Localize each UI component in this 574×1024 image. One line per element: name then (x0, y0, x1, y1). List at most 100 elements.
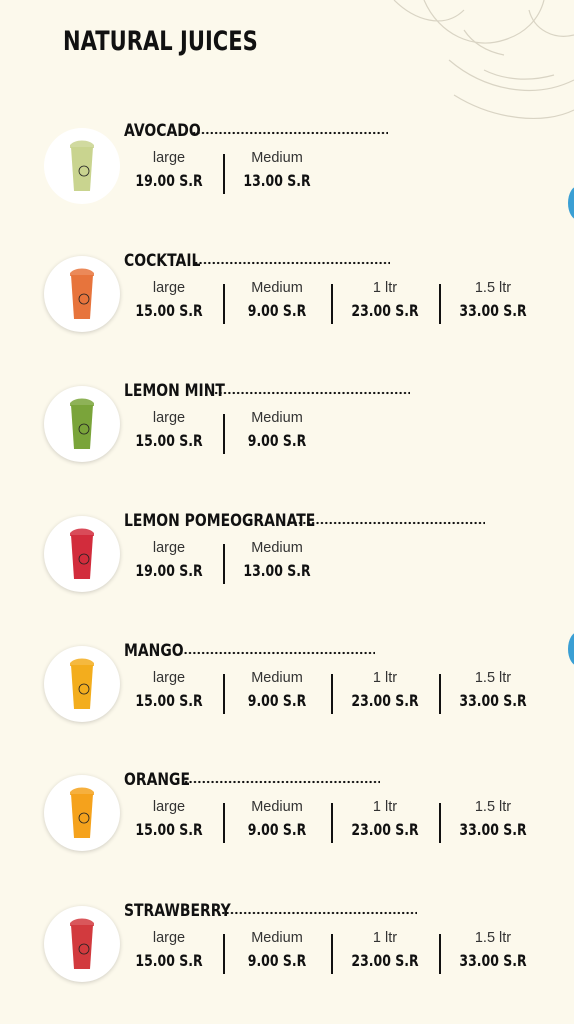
size-price: 15.00 S.R (135, 691, 203, 710)
size-option[interactable]: large 15.00 S.R (115, 668, 223, 716)
size-price: 23.00 S.R (351, 691, 419, 710)
side-scroll-tab[interactable] (568, 632, 574, 666)
size-price: 15.00 S.R (135, 951, 203, 970)
juice-thumbnail (44, 256, 120, 332)
dotted-leader (194, 261, 390, 265)
size-option[interactable]: Medium 13.00 S.R (223, 148, 331, 196)
size-options: large 15.00 S.R Medium 9.00 S.R 1 ltr 23.00 S… (115, 928, 547, 976)
menu-item[interactable]: COCKTAIL large 15.00 S.R Medium 9.00 S.R 1 lt… (0, 248, 574, 358)
size-option[interactable]: large 19.00 S.R (115, 538, 223, 586)
menu-item[interactable]: AVOCADO large 19.00 S.R Medium 13.00 S.R (0, 118, 574, 228)
menu-item[interactable]: ORANGE large 15.00 S.R Medium 9.00 S.R 1 ltr 2… (0, 767, 574, 877)
size-option[interactable]: 1 ltr 23.00 S.R (331, 928, 439, 976)
dotted-leader (221, 911, 417, 915)
size-price: 19.00 S.R (135, 561, 203, 580)
size-price: 9.00 S.R (247, 691, 307, 710)
size-option[interactable]: 1 ltr 23.00 S.R (331, 797, 439, 845)
item-name: LEMON POMEOGRANATE (124, 511, 316, 531)
size-option[interactable]: 1.5 ltr 33.00 S.R (439, 668, 547, 716)
size-options: large 15.00 S.R Medium 9.00 S.R (115, 408, 331, 456)
size-option[interactable]: large 15.00 S.R (115, 278, 223, 326)
size-option[interactable]: large 15.00 S.R (115, 797, 223, 845)
size-option[interactable]: Medium 9.00 S.R (223, 278, 331, 326)
size-label: 1.5 ltr (474, 930, 512, 946)
size-option[interactable]: large 19.00 S.R (115, 148, 223, 196)
dotted-leader (184, 780, 380, 784)
item-name: COCKTAIL (124, 251, 201, 271)
size-price: 13.00 S.R (243, 171, 311, 190)
avocado-juice-cup-icon (70, 140, 94, 191)
size-price: 15.00 S.R (135, 301, 203, 320)
size-price: 33.00 S.R (459, 820, 527, 839)
fruit-sketch-decoration (393, 0, 574, 119)
size-price: 23.00 S.R (351, 301, 419, 320)
size-option[interactable]: Medium 9.00 S.R (223, 797, 331, 845)
size-label: large (152, 150, 186, 166)
size-price: 13.00 S.R (243, 561, 311, 580)
strawberry-juice-cup-icon (70, 918, 94, 969)
size-option[interactable]: Medium 9.00 S.R (223, 668, 331, 716)
size-price: 15.00 S.R (135, 431, 203, 450)
size-label: 1.5 ltr (474, 280, 512, 296)
item-name-row: COCKTAIL (124, 248, 217, 272)
size-option[interactable]: Medium 9.00 S.R (223, 928, 331, 976)
size-price: 9.00 S.R (247, 951, 307, 970)
item-name-row: ORANGE (124, 767, 205, 791)
menu-item[interactable]: LEMON POMEOGRANATE large 19.00 S.R Medium 13… (0, 508, 574, 618)
size-option[interactable]: 1.5 ltr 33.00 S.R (439, 278, 547, 326)
size-option[interactable]: large 15.00 S.R (115, 928, 223, 976)
juice-thumbnail (44, 646, 120, 722)
size-option[interactable]: 1 ltr 23.00 S.R (331, 668, 439, 716)
size-option[interactable]: 1.5 ltr 33.00 S.R (439, 797, 547, 845)
size-label: large (152, 410, 186, 426)
size-options: large 19.00 S.R Medium 13.00 S.R (115, 538, 331, 586)
item-name: STRAWBERRY (124, 901, 231, 921)
size-label: 1 ltr (372, 280, 398, 296)
item-name-row: MANGO (124, 638, 197, 662)
juice-thumbnail (44, 516, 120, 592)
size-options: large 15.00 S.R Medium 9.00 S.R 1 ltr 23.00 S… (115, 797, 547, 845)
orange-juice-cup-icon (70, 787, 94, 838)
size-label: Medium (251, 670, 303, 686)
size-label: 1 ltr (372, 799, 398, 815)
size-label: large (152, 540, 186, 556)
side-scroll-tab[interactable] (568, 186, 574, 220)
size-label: 1.5 ltr (474, 799, 512, 815)
item-name: AVOCADO (124, 121, 201, 141)
item-name: LEMON MINT (124, 381, 225, 401)
size-option[interactable]: 1 ltr 23.00 S.R (331, 278, 439, 326)
size-options: large 19.00 S.R Medium 13.00 S.R (115, 148, 331, 196)
menu-item[interactable]: MANGO large 15.00 S.R Medium 9.00 S.R 1 ltr 23… (0, 638, 574, 748)
size-price: 33.00 S.R (459, 691, 527, 710)
size-option[interactable]: Medium 9.00 S.R (223, 408, 331, 456)
size-label: Medium (251, 799, 303, 815)
menu-item[interactable]: STRAWBERRY large 15.00 S.R Medium 9.00 S.R 1 … (0, 898, 574, 1008)
mango-juice-cup-icon (70, 658, 94, 709)
menu-item[interactable]: LEMON MINT large 15.00 S.R Medium 9.00 S.R (0, 378, 574, 488)
size-label: Medium (251, 280, 303, 296)
item-name-row: LEMON MINT (124, 378, 247, 402)
item-name: ORANGE (124, 770, 191, 790)
cocktail-juice-cup-icon (70, 268, 94, 319)
size-price: 23.00 S.R (351, 820, 419, 839)
size-option[interactable]: 1.5 ltr 33.00 S.R (439, 928, 547, 976)
size-price: 33.00 S.R (459, 951, 527, 970)
lemon-pomegranate-juice-cup-icon (70, 528, 94, 579)
size-price: 23.00 S.R (351, 951, 419, 970)
size-price: 19.00 S.R (135, 171, 203, 190)
item-name: MANGO (124, 641, 184, 661)
item-name-row: AVOCADO (124, 118, 218, 142)
juice-thumbnail (44, 386, 120, 462)
size-price: 9.00 S.R (247, 820, 307, 839)
dotted-leader (289, 521, 485, 525)
size-label: Medium (251, 540, 303, 556)
size-label: Medium (251, 410, 303, 426)
size-price: 9.00 S.R (247, 301, 307, 320)
size-option[interactable]: large 15.00 S.R (115, 408, 223, 456)
size-option[interactable]: Medium 13.00 S.R (223, 538, 331, 586)
juice-thumbnail (44, 906, 120, 982)
item-name-row: LEMON POMEOGRANATE (124, 508, 357, 532)
dotted-leader (214, 391, 410, 395)
size-label: large (152, 799, 186, 815)
item-name-row: STRAWBERRY (124, 898, 254, 922)
